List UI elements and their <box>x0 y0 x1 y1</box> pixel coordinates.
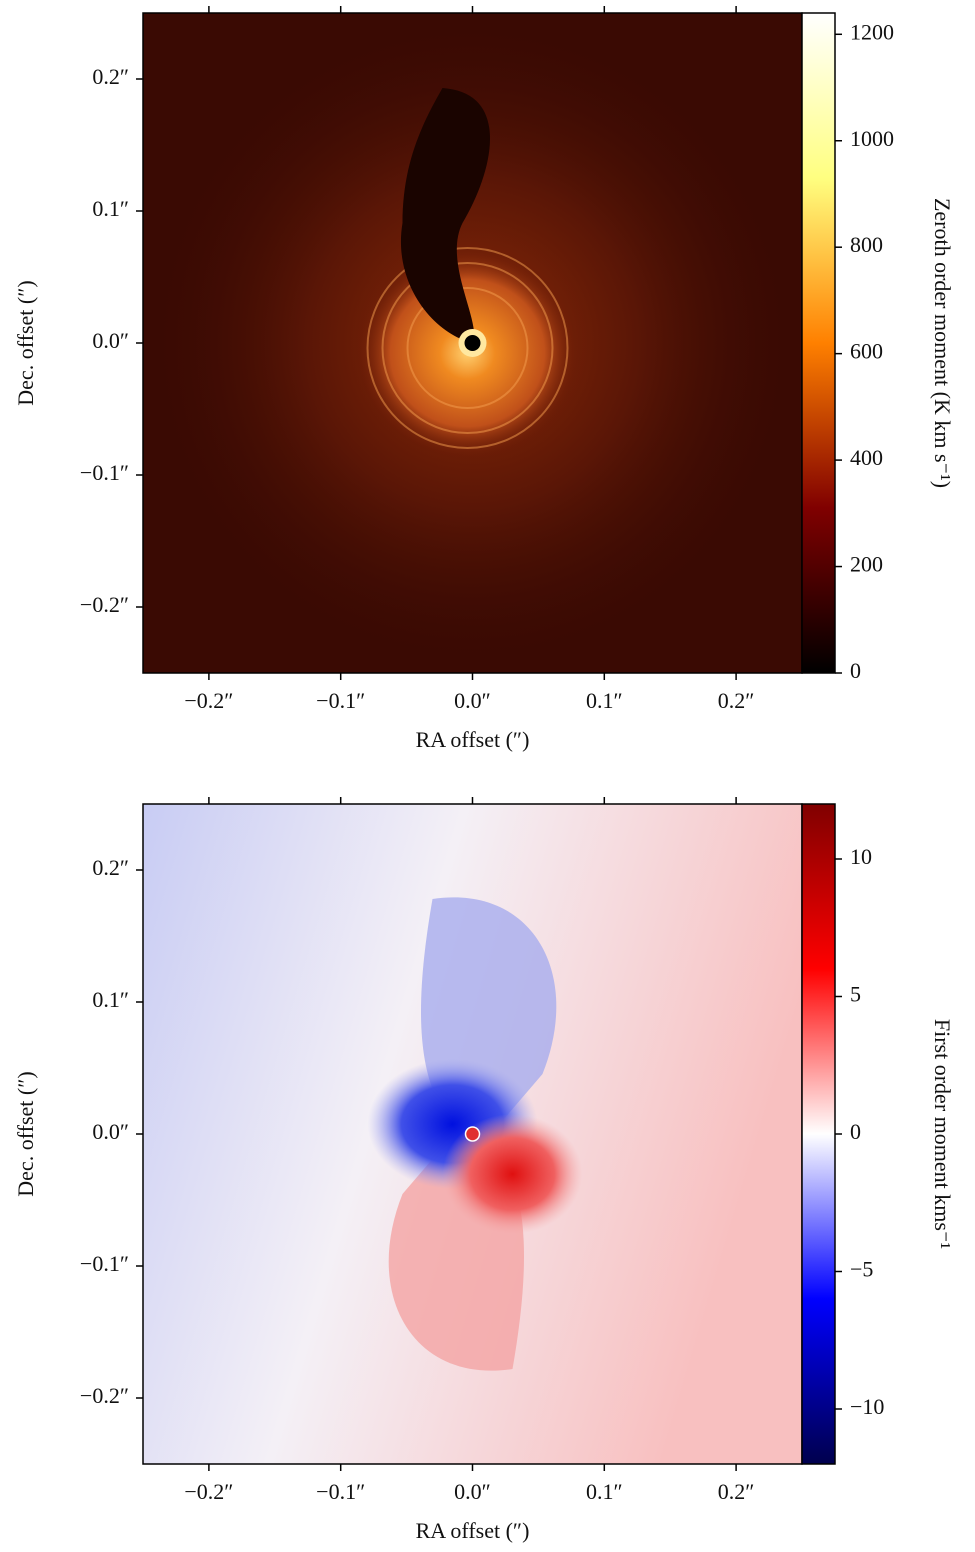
y-tick-label: −0.2″ <box>80 592 129 617</box>
colorbar-tick-label: 10 <box>850 844 872 869</box>
x-tick-label: 0.0″ <box>454 1479 491 1504</box>
x-tick-label: 0.2″ <box>718 1479 755 1504</box>
x-tick-label: 0.2″ <box>718 688 755 713</box>
colorbar-tick-label: 5 <box>850 982 861 1007</box>
core <box>464 335 481 351</box>
colorbar-label: First order moment kms⁻¹ <box>930 1019 955 1249</box>
plume <box>400 88 490 343</box>
colorbar-tick-label: −5 <box>850 1257 873 1282</box>
ring <box>406 287 529 409</box>
image <box>143 804 802 1464</box>
y-tick-label: −0.1″ <box>80 460 129 485</box>
x-tick-label: −0.2″ <box>184 1479 233 1504</box>
x-tick-label: 0.0″ <box>454 688 491 713</box>
colorbar-tick-label: 800 <box>850 232 883 257</box>
x-tick-label: −0.1″ <box>316 688 365 713</box>
y-tick-label: 0.2″ <box>92 64 129 89</box>
x-axis-label: RA offset (″) <box>416 1518 530 1543</box>
x-tick-label: −0.2″ <box>184 688 233 713</box>
image <box>143 13 802 673</box>
colorbar-label: Zeroth order moment (K km s⁻¹) <box>930 198 955 488</box>
y-tick-label: 0.0″ <box>92 1119 129 1144</box>
y-tick-label: 0.2″ <box>92 855 129 880</box>
y-axis-label: Dec. offset (″) <box>13 1071 38 1196</box>
colorbar <box>801 12 836 674</box>
red-core <box>442 1114 583 1234</box>
y-tick-label: −0.2″ <box>80 1383 129 1408</box>
x-axis-label: RA offset (″) <box>416 727 530 752</box>
y-tick-label: −0.1″ <box>80 1251 129 1276</box>
y-axis-label: Dec. offset (″) <box>13 280 38 405</box>
colorbar-tick-label: 0 <box>850 1119 861 1144</box>
colorbar-tick-label: 0 <box>850 658 861 683</box>
colorbar-tick-label: 400 <box>850 445 883 470</box>
ring <box>381 262 554 434</box>
y-tick-label: 0.1″ <box>92 196 129 221</box>
x-tick-label: 0.1″ <box>586 688 623 713</box>
core <box>464 1126 481 1142</box>
colorbar-tick-label: 200 <box>850 552 883 577</box>
colorbar-tick-label: 600 <box>850 339 883 364</box>
colorbar-tick-label: 1000 <box>850 126 894 151</box>
colorbar <box>801 803 836 1465</box>
x-tick-label: −0.1″ <box>316 1479 365 1504</box>
y-tick-label: 0.0″ <box>92 328 129 353</box>
colorbar-tick-label: 1200 <box>850 19 894 44</box>
ring <box>366 247 569 449</box>
x-tick-label: 0.1″ <box>586 1479 623 1504</box>
colorbar-tick-label: −10 <box>850 1394 884 1419</box>
y-tick-label: 0.1″ <box>92 987 129 1012</box>
